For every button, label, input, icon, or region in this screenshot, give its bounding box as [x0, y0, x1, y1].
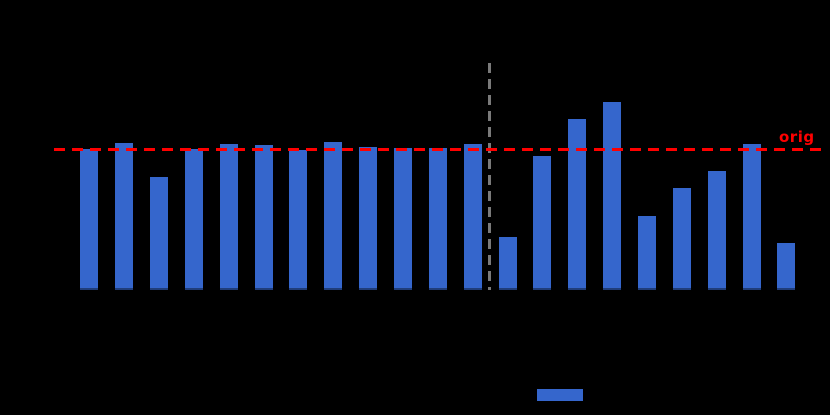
bar [533, 156, 551, 290]
bar [80, 149, 98, 290]
bar [638, 216, 656, 290]
bar [568, 119, 586, 290]
legend-swatch [537, 389, 583, 401]
bar [394, 148, 412, 290]
bar [743, 144, 761, 290]
bar [185, 149, 203, 290]
bar [150, 177, 168, 290]
bar [289, 150, 307, 290]
bar [255, 145, 273, 290]
bar [464, 144, 482, 290]
bar [499, 237, 517, 290]
bar [359, 147, 377, 290]
bar [429, 148, 447, 290]
bar [673, 188, 691, 290]
bar [603, 102, 621, 290]
reference-line [54, 148, 822, 151]
separator-line [488, 63, 491, 290]
reference-line-label: orig [779, 128, 815, 146]
bar [115, 143, 133, 290]
bar [708, 171, 726, 290]
bar [324, 142, 342, 290]
bar [777, 243, 795, 290]
bar [220, 144, 238, 290]
legend [537, 389, 583, 401]
